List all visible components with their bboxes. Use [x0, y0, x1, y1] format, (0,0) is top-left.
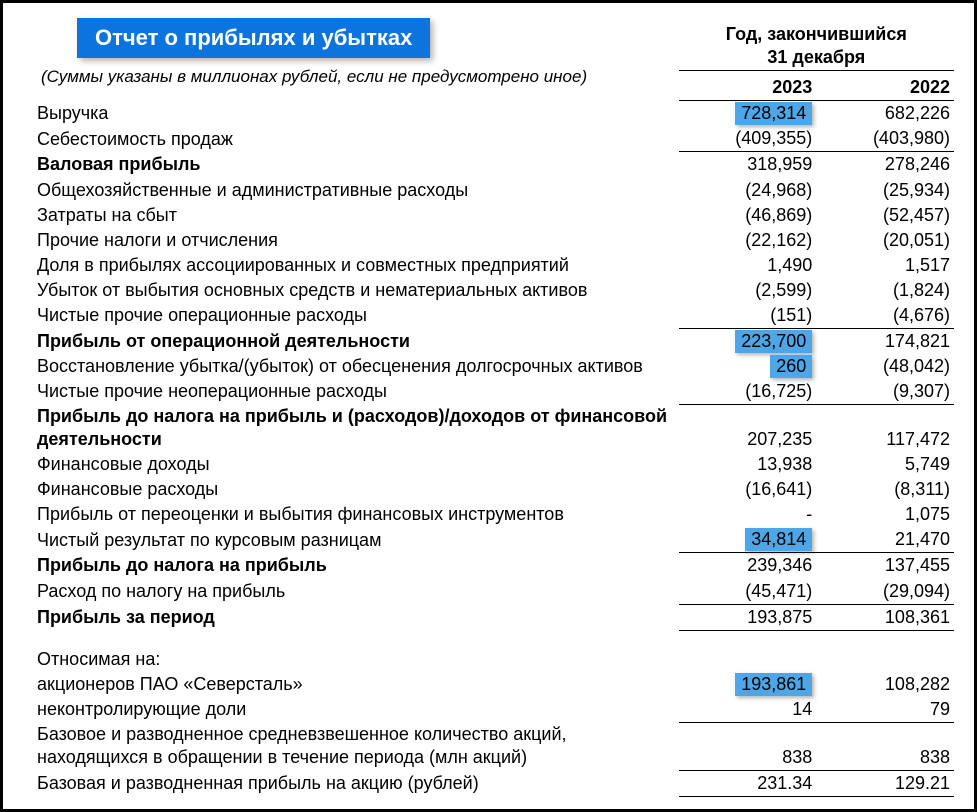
value-2023: 728,314 — [679, 101, 817, 126]
value-2022: 1,075 — [816, 502, 954, 527]
value-2023: (24,968) — [679, 178, 817, 203]
row-label: Базовое и разводненное средневзвешенное … — [33, 722, 679, 770]
value-2022: (9,307) — [816, 379, 954, 405]
value-2022: 838 — [816, 722, 954, 770]
row-label: Базовая и разводненная прибыль на акцию … — [33, 770, 679, 796]
value-2022: 174,821 — [816, 328, 954, 354]
value-2022: 108,361 — [816, 604, 954, 630]
row-label: Восстановление убытка/(убыток) от обесце… — [33, 354, 679, 379]
value-2023: 1,490 — [679, 253, 817, 278]
value-2023 — [679, 647, 817, 672]
row-label: неконтролирующие доли — [33, 697, 679, 723]
row-label: Прибыль за период — [33, 604, 679, 630]
row-label: Затраты на сбыт — [33, 203, 679, 228]
row-label: Чистые прочие неоперационные расходы — [33, 379, 679, 405]
value-2023: 239,346 — [679, 553, 817, 579]
value-2023: 14 — [679, 697, 817, 723]
report-subtitle: (Суммы указаны в миллионах рублей, если … — [41, 66, 675, 88]
row-label: Финансовые расходы — [33, 477, 679, 502]
value-2022: (8,311) — [816, 477, 954, 502]
value-2022: (403,980) — [816, 126, 954, 152]
row-label: Валовая прибыль — [33, 152, 679, 178]
value-2023: (409,355) — [679, 126, 817, 152]
value-2023: (45,471) — [679, 579, 817, 605]
value-2022: (1,824) — [816, 278, 954, 303]
row-label: Прибыль до налога на прибыль — [33, 553, 679, 579]
row-label: Прибыль от переоценки и выбытия финансов… — [33, 502, 679, 527]
value-2022: 21,470 — [816, 527, 954, 553]
value-2022: (4,676) — [816, 303, 954, 329]
row-label: акционеров ПАО «Северсталь» — [33, 672, 679, 697]
value-2022: 108,282 — [816, 672, 954, 697]
row-label: Прочие налоги и отчисления — [33, 228, 679, 253]
value-2023: (16,641) — [679, 477, 817, 502]
value-2023: (46,869) — [679, 203, 817, 228]
value-2023: (22,162) — [679, 228, 817, 253]
value-2022 — [816, 647, 954, 672]
spacer-row — [33, 631, 954, 647]
attribution-table: Относимая на:акционеров ПАО «Северсталь»… — [33, 647, 954, 797]
row-label: Себестоимость продаж — [33, 126, 679, 152]
value-2022: 278,246 — [816, 152, 954, 178]
value-2022: (48,042) — [816, 354, 954, 379]
row-label: Общехозяйственные и административные рас… — [33, 178, 679, 203]
value-2022: 1,517 — [816, 253, 954, 278]
col-year-2023: 2023 — [679, 70, 817, 101]
row-label: Прибыль до налога на прибыль и (расходов… — [33, 404, 679, 452]
value-2023: 13,938 — [679, 452, 817, 477]
row-label: Расход по налогу на прибыль — [33, 579, 679, 605]
income-statement-page: Отчет о прибылях и убытках (Суммы указан… — [0, 0, 977, 812]
row-label: Финансовые доходы — [33, 452, 679, 477]
value-2023: 318,959 — [679, 152, 817, 178]
income-statement-table: Выручка728,314682,226 Себестоимость прода… — [33, 101, 954, 630]
value-2022: 682,226 — [816, 101, 954, 126]
row-label: Относимая на: — [33, 647, 679, 672]
row-label: Доля в прибылях ассоциированных и совмес… — [33, 253, 679, 278]
value-2022: (20,051) — [816, 228, 954, 253]
value-2023: - — [679, 502, 817, 527]
row-label: Убыток от выбытия основных средств и нем… — [33, 278, 679, 303]
row-label: Чистый результат по курсовым разницам — [33, 527, 679, 553]
value-2023: 231.34 — [679, 770, 817, 796]
value-2022: (52,457) — [816, 203, 954, 228]
value-2023: 207,235 — [679, 404, 817, 452]
value-2022: (29,094) — [816, 579, 954, 605]
value-2022: 129.21 — [816, 770, 954, 796]
value-2023: (2,599) — [679, 278, 817, 303]
value-2022: 5,749 — [816, 452, 954, 477]
value-2022: 137,455 — [816, 553, 954, 579]
header-block: Отчет о прибылях и убытках (Суммы указан… — [33, 13, 954, 101]
period-header: Год, закончившийся 31 декабря — [679, 13, 954, 70]
row-label: Чистые прочие операционные расходы — [33, 303, 679, 329]
value-2023: 193,861 — [679, 672, 817, 697]
value-2023: 260 — [679, 354, 817, 379]
value-2023: (151) — [679, 303, 817, 329]
value-2022: 117,472 — [816, 404, 954, 452]
col-year-2022: 2022 — [816, 70, 954, 101]
value-2023: 193,875 — [679, 604, 817, 630]
value-2023: 223,700 — [679, 328, 817, 354]
row-label: Выручка — [33, 101, 679, 126]
value-2023: 838 — [679, 722, 817, 770]
value-2022: (25,934) — [816, 178, 954, 203]
report-title-banner: Отчет о прибылях и убытках — [77, 18, 430, 58]
row-label: Прибыль от операционной деятельности — [33, 328, 679, 354]
value-2023: (16,725) — [679, 379, 817, 405]
value-2023: 34,814 — [679, 527, 817, 553]
value-2022: 79 — [816, 697, 954, 723]
